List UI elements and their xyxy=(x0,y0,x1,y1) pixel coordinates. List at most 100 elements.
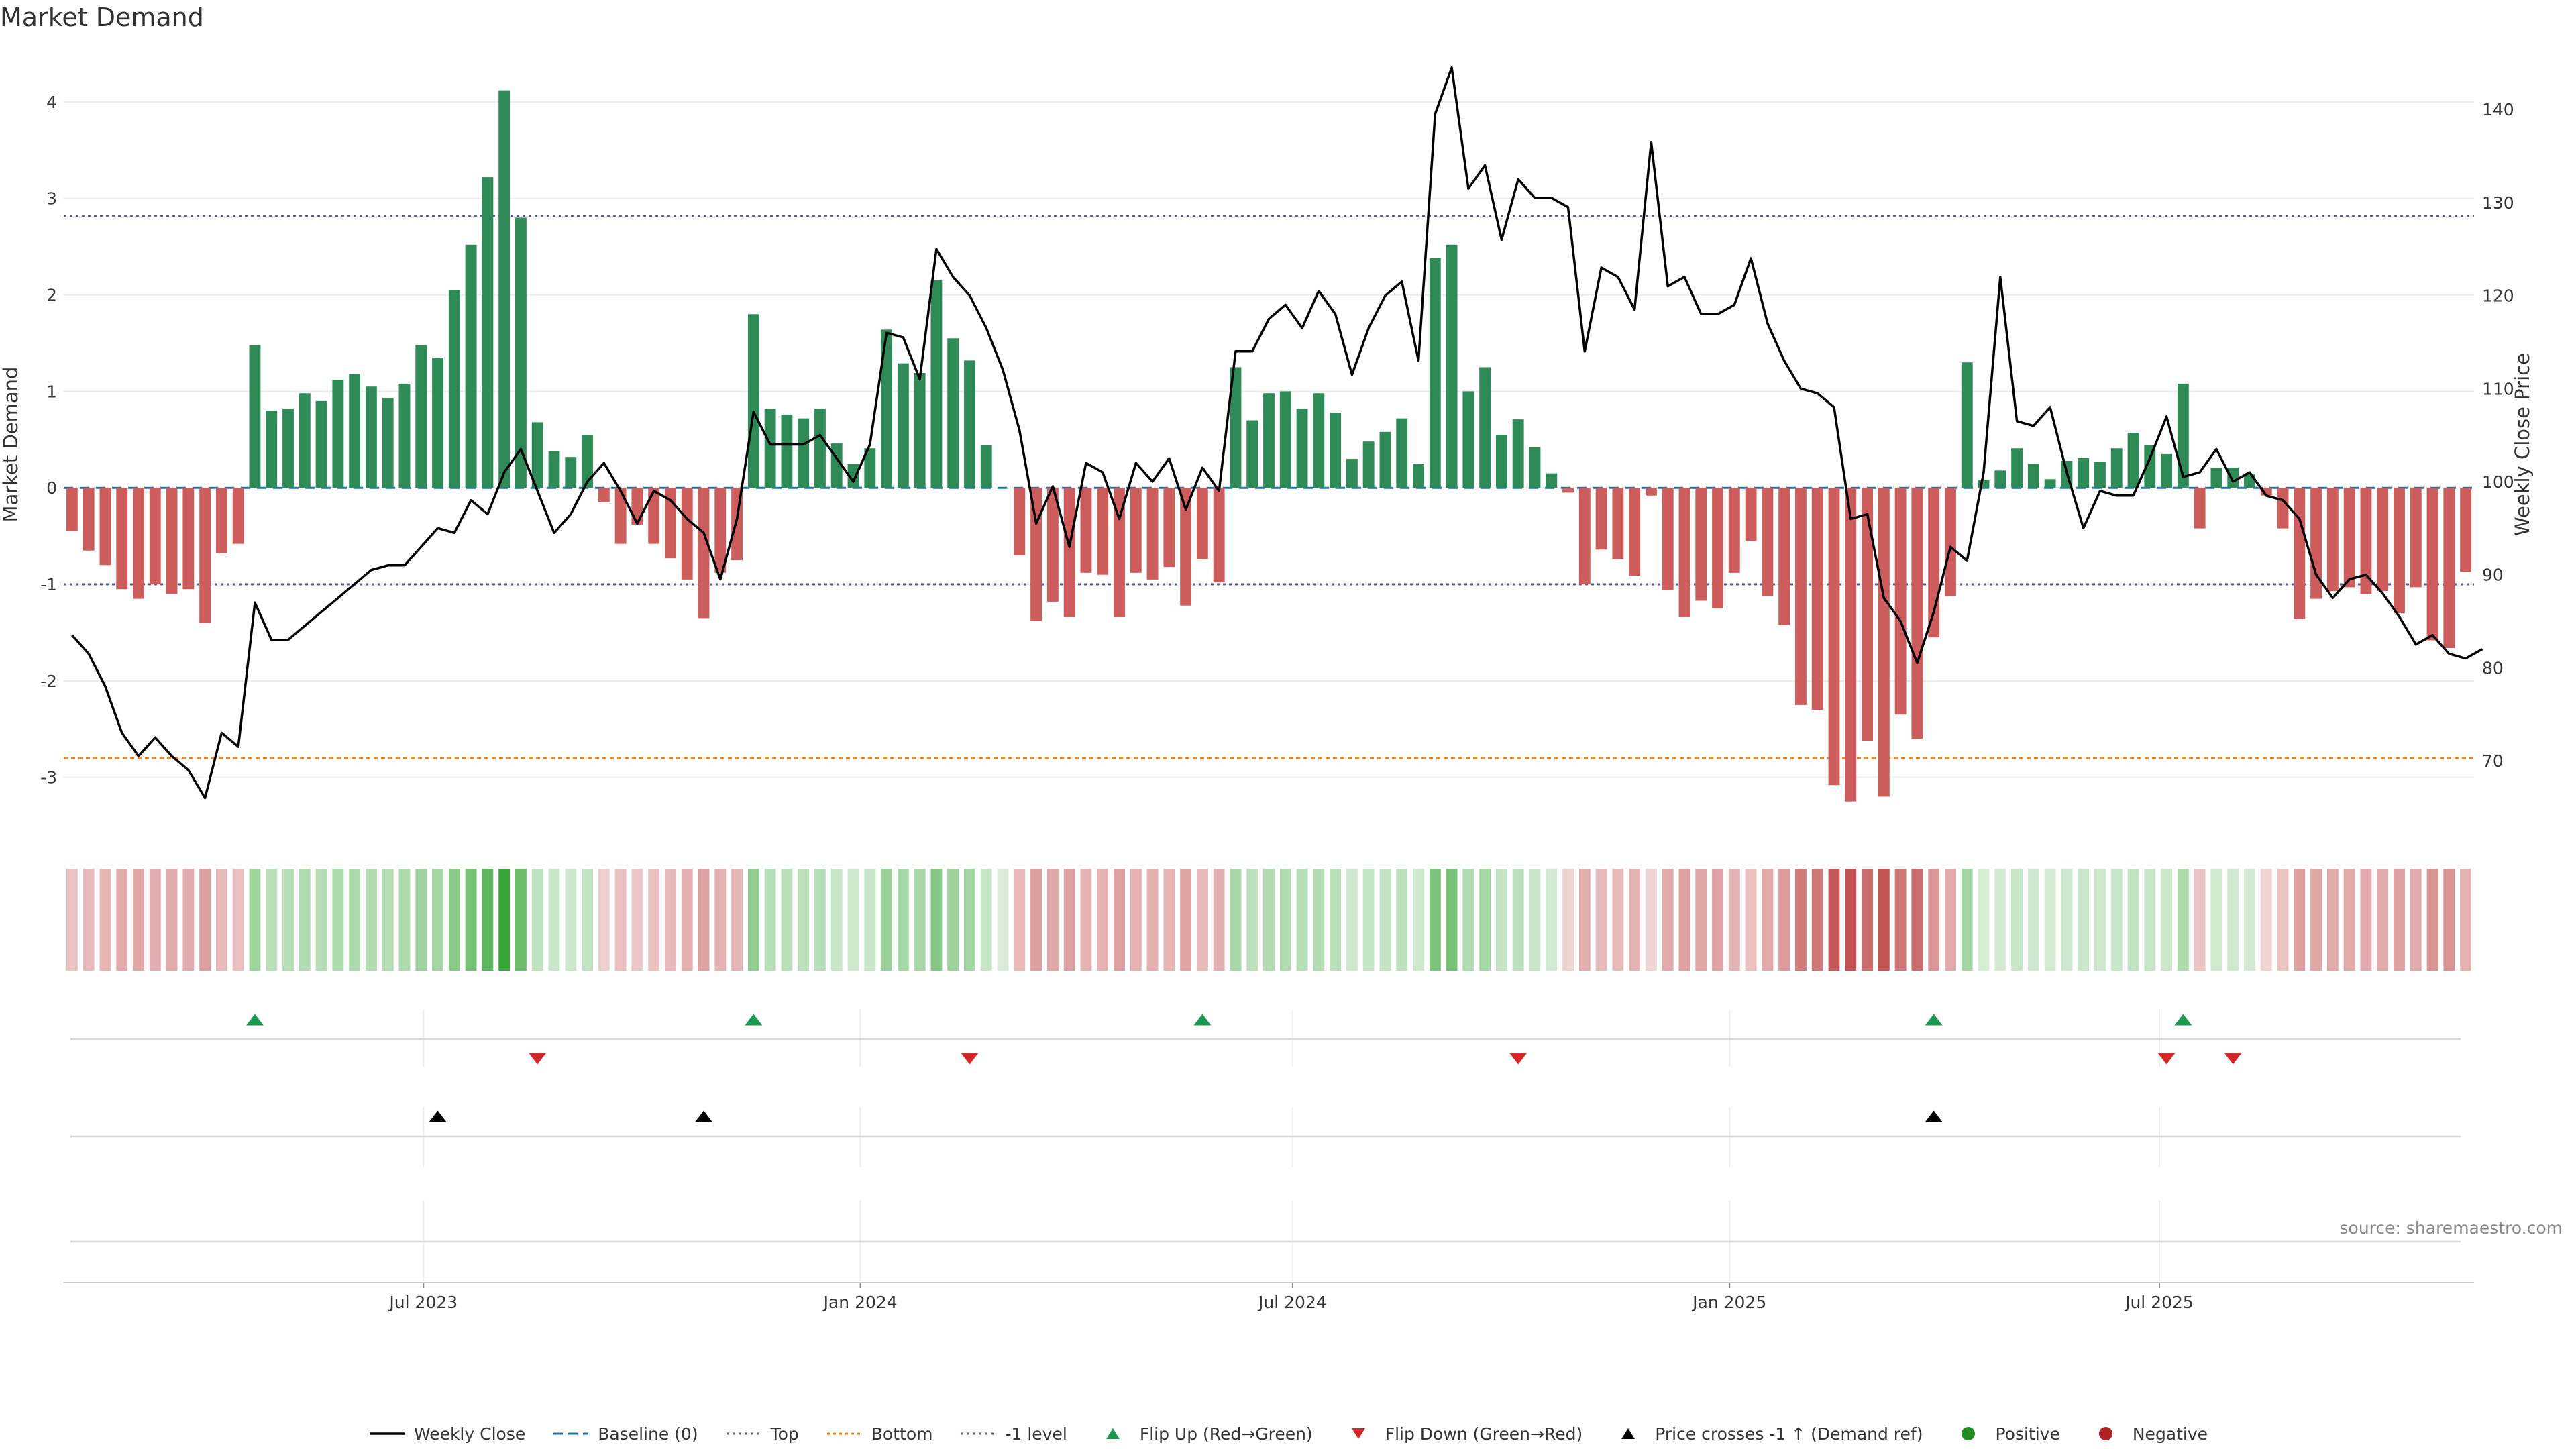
demand-bar xyxy=(1462,391,1474,488)
legend-label: Flip Down (Green→Red) xyxy=(1385,1424,1583,1444)
demand-bar xyxy=(1279,391,1291,488)
demand-bar xyxy=(2161,453,2173,488)
flip-up-marker xyxy=(1925,1014,1943,1026)
y-tick-label-right: 100 xyxy=(2482,472,2514,492)
heat-cell xyxy=(2177,869,2189,971)
heat-cell xyxy=(914,869,926,971)
demand-bar xyxy=(1629,488,1641,576)
demand-bar xyxy=(1063,488,1075,617)
heat-cell xyxy=(1346,869,1358,971)
heat-cell xyxy=(332,869,344,971)
y-tick-label-right: 120 xyxy=(2482,286,2514,306)
heat-cell xyxy=(1645,869,1657,971)
heat-cell xyxy=(565,869,577,971)
heat-cell xyxy=(133,869,144,971)
demand-bar xyxy=(2294,488,2306,619)
heat-cell xyxy=(2194,869,2206,971)
demand-bar xyxy=(1379,431,1391,488)
demand-bar xyxy=(1080,488,1092,573)
demand-bar xyxy=(1945,488,1956,596)
heat-cell xyxy=(847,869,859,971)
heat-cell xyxy=(1961,869,1973,971)
demand-bar xyxy=(482,177,494,488)
heat-cell xyxy=(2394,869,2405,971)
demand-bar xyxy=(1961,362,1973,488)
demand-bar xyxy=(947,338,959,488)
legend-item: Bottom xyxy=(826,1424,932,1444)
heat-cell xyxy=(1063,869,1075,971)
demand-bar xyxy=(914,373,926,488)
heat-cell xyxy=(215,869,227,971)
demand-bar xyxy=(764,409,776,488)
demand-bar xyxy=(2177,383,2189,488)
heat-cell xyxy=(2027,869,2039,971)
demand-bar xyxy=(698,488,710,619)
demand-bar xyxy=(2377,488,2389,592)
heat-cell xyxy=(1046,869,1059,971)
heat-cell xyxy=(1163,869,1175,971)
demand-bar xyxy=(99,488,111,566)
demand-bar xyxy=(1163,488,1175,568)
demand-bar xyxy=(1479,367,1491,488)
heat-cell xyxy=(1795,869,1807,971)
heat-cell xyxy=(2127,869,2139,971)
heat-cell xyxy=(415,869,427,971)
heat-cell xyxy=(1778,869,1790,971)
heat-cell xyxy=(947,869,959,971)
heat-cell xyxy=(997,869,1009,971)
demand-bar xyxy=(432,358,443,488)
heat-cell xyxy=(1446,869,1458,971)
y-tick-label-right: 80 xyxy=(2482,658,2504,678)
heat-cell xyxy=(66,869,78,971)
heat-cell xyxy=(964,869,975,971)
heat-cell xyxy=(1246,869,1258,971)
heat-cell xyxy=(1662,869,1674,971)
heat-cell xyxy=(2310,869,2322,971)
heat-cell xyxy=(2277,869,2289,971)
heat-cell xyxy=(1213,869,1225,971)
heat-cell xyxy=(299,869,311,971)
demand-bar xyxy=(665,488,676,559)
legend-swatch-icon xyxy=(959,1426,997,1441)
heat-cell xyxy=(1728,869,1740,971)
heat-cell xyxy=(1945,869,1956,971)
flip-down-marker xyxy=(961,1053,979,1065)
y-tick-label-left: -2 xyxy=(40,672,57,691)
demand-bar xyxy=(1878,488,1890,797)
heat-cell xyxy=(1595,869,1607,971)
demand-bar xyxy=(215,488,227,554)
heat-cell xyxy=(1695,869,1707,971)
heat-cell xyxy=(665,869,676,971)
heat-cell xyxy=(598,869,610,971)
heat-cell xyxy=(2343,869,2355,971)
demand-bar xyxy=(1330,413,1342,488)
demand-bar xyxy=(1662,488,1674,590)
demand-bar xyxy=(1346,459,1358,488)
heat-cell xyxy=(1845,869,1857,971)
demand-bar xyxy=(1612,488,1624,559)
heat-cell xyxy=(1745,869,1757,971)
flip-up-marker xyxy=(2174,1014,2192,1026)
chart-title: Market Demand xyxy=(0,3,204,32)
heat-cell xyxy=(1529,869,1541,971)
heat-cell xyxy=(182,869,195,971)
demand-bar xyxy=(598,488,610,502)
demand-bar xyxy=(681,488,693,580)
demand-bar xyxy=(1845,488,1857,802)
heat-cell xyxy=(2078,869,2090,971)
flip-down-marker xyxy=(2224,1053,2242,1065)
demand-bar xyxy=(2360,488,2372,594)
heat-cell xyxy=(2144,869,2156,971)
demand-bar xyxy=(1712,488,1723,609)
price-line xyxy=(71,66,2483,800)
heat-cell xyxy=(116,869,128,971)
heat-cell xyxy=(1146,869,1159,971)
heat-cell xyxy=(1828,869,1840,971)
heat-cell xyxy=(614,869,627,971)
demand-bar xyxy=(1728,488,1740,573)
demand-bar xyxy=(2094,462,2106,488)
demand-bar xyxy=(2110,448,2123,488)
heat-cell xyxy=(2044,869,2056,971)
heat-cell xyxy=(2260,869,2272,971)
heat-cell xyxy=(266,869,278,971)
